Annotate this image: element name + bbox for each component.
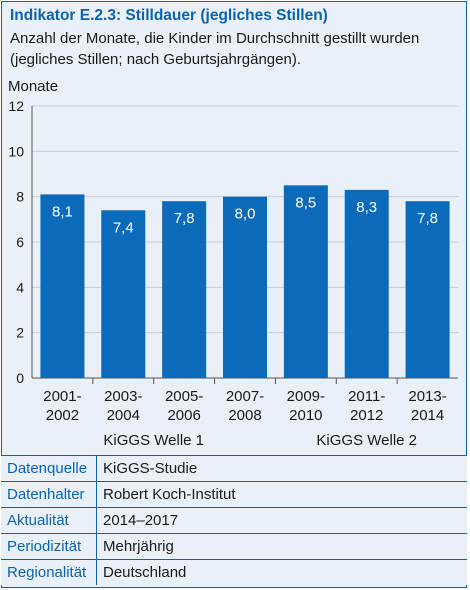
data-label: 7,8 bbox=[174, 210, 195, 227]
data-label: 7,4 bbox=[113, 219, 134, 236]
bar bbox=[405, 201, 450, 378]
x-tick-label: 2007- bbox=[226, 388, 264, 405]
x-tick-label: 2010 bbox=[289, 407, 322, 424]
bar bbox=[283, 185, 328, 378]
info-divider bbox=[96, 508, 97, 533]
y-axis-label: Monate bbox=[8, 78, 58, 95]
info-divider bbox=[96, 482, 97, 507]
info-row-regionalitaet: Regionalität Deutschland bbox=[1, 559, 467, 585]
info-row-datenquelle: Datenquelle KiGGS-Studie bbox=[1, 455, 467, 481]
bar bbox=[162, 201, 207, 378]
x-tick-label: 2008 bbox=[228, 407, 261, 424]
info-label: Regionalität bbox=[7, 564, 87, 581]
info-label: Datenhalter bbox=[7, 486, 85, 503]
x-tick-label: 2005- bbox=[165, 388, 203, 405]
info-row-periodizitaet: Periodizität Mehrjährig bbox=[1, 533, 467, 559]
x-tick-label: 2013- bbox=[408, 388, 446, 405]
info-row-datenhalter: Datenhalter Robert Koch-Institut bbox=[1, 481, 467, 507]
y-tick-label: 4 bbox=[16, 279, 24, 295]
x-tick-label: 2009- bbox=[287, 388, 325, 405]
y-tick-label: 10 bbox=[8, 143, 24, 159]
bar bbox=[223, 196, 267, 378]
y-tick-label: 12 bbox=[8, 98, 24, 114]
group-label: KiGGS Welle 2 bbox=[316, 432, 417, 449]
data-label: 8,3 bbox=[356, 199, 377, 216]
y-tick-label: 0 bbox=[16, 370, 24, 386]
y-tick-label: 8 bbox=[16, 189, 24, 205]
info-row-aktualitaet: Aktualität 2014–2017 bbox=[1, 507, 467, 533]
bar-chart: Monate 0 2 4 6 8 10 12 8,1 2001- 2002 7,4 2003- 2004 7… bbox=[8, 78, 458, 449]
x-tick-label: 2001- bbox=[43, 388, 81, 405]
x-tick-label: 2004 bbox=[107, 407, 140, 424]
info-value: Robert Koch-Institut bbox=[103, 486, 236, 503]
info-divider bbox=[96, 534, 97, 559]
x-tick-label: 2003- bbox=[104, 388, 142, 405]
info-value: Mehrjährig bbox=[103, 538, 174, 555]
info-value: KiGGS-Studie bbox=[103, 460, 198, 477]
data-label: 8,0 bbox=[235, 206, 256, 223]
y-tick-label: 2 bbox=[16, 325, 24, 341]
data-label: 7,8 bbox=[417, 210, 438, 227]
x-tick-label: 2006 bbox=[167, 407, 200, 424]
info-value: 2014–2017 bbox=[103, 512, 179, 529]
info-value: Deutschland bbox=[103, 564, 187, 581]
bar bbox=[101, 210, 146, 378]
bar bbox=[344, 189, 389, 378]
indicator-subtitle: Anzahl der Monate, die Kinder im Durchsc… bbox=[10, 30, 420, 68]
y-tick-label: 6 bbox=[16, 234, 24, 250]
x-tick-label: 2012 bbox=[350, 407, 383, 424]
data-label: 8,5 bbox=[295, 194, 316, 211]
info-label: Datenquelle bbox=[7, 460, 88, 477]
x-tick-label: 2002 bbox=[46, 407, 79, 424]
x-tick-label: 2011- bbox=[348, 388, 385, 405]
bar bbox=[40, 194, 85, 378]
x-tick-label: 2014 bbox=[411, 407, 444, 424]
metadata-table: Datenquelle KiGGS-Studie Datenhalter Rob… bbox=[1, 455, 467, 585]
info-divider bbox=[96, 456, 97, 481]
info-divider bbox=[96, 560, 97, 585]
info-label: Aktualität bbox=[7, 512, 69, 529]
data-label: 8,1 bbox=[52, 203, 73, 220]
group-label: KiGGS Welle 1 bbox=[103, 432, 204, 449]
indicator-title: Indikator E.2.3: Stilldauer (jegliches S… bbox=[10, 7, 328, 24]
info-label: Periodizität bbox=[7, 538, 82, 555]
